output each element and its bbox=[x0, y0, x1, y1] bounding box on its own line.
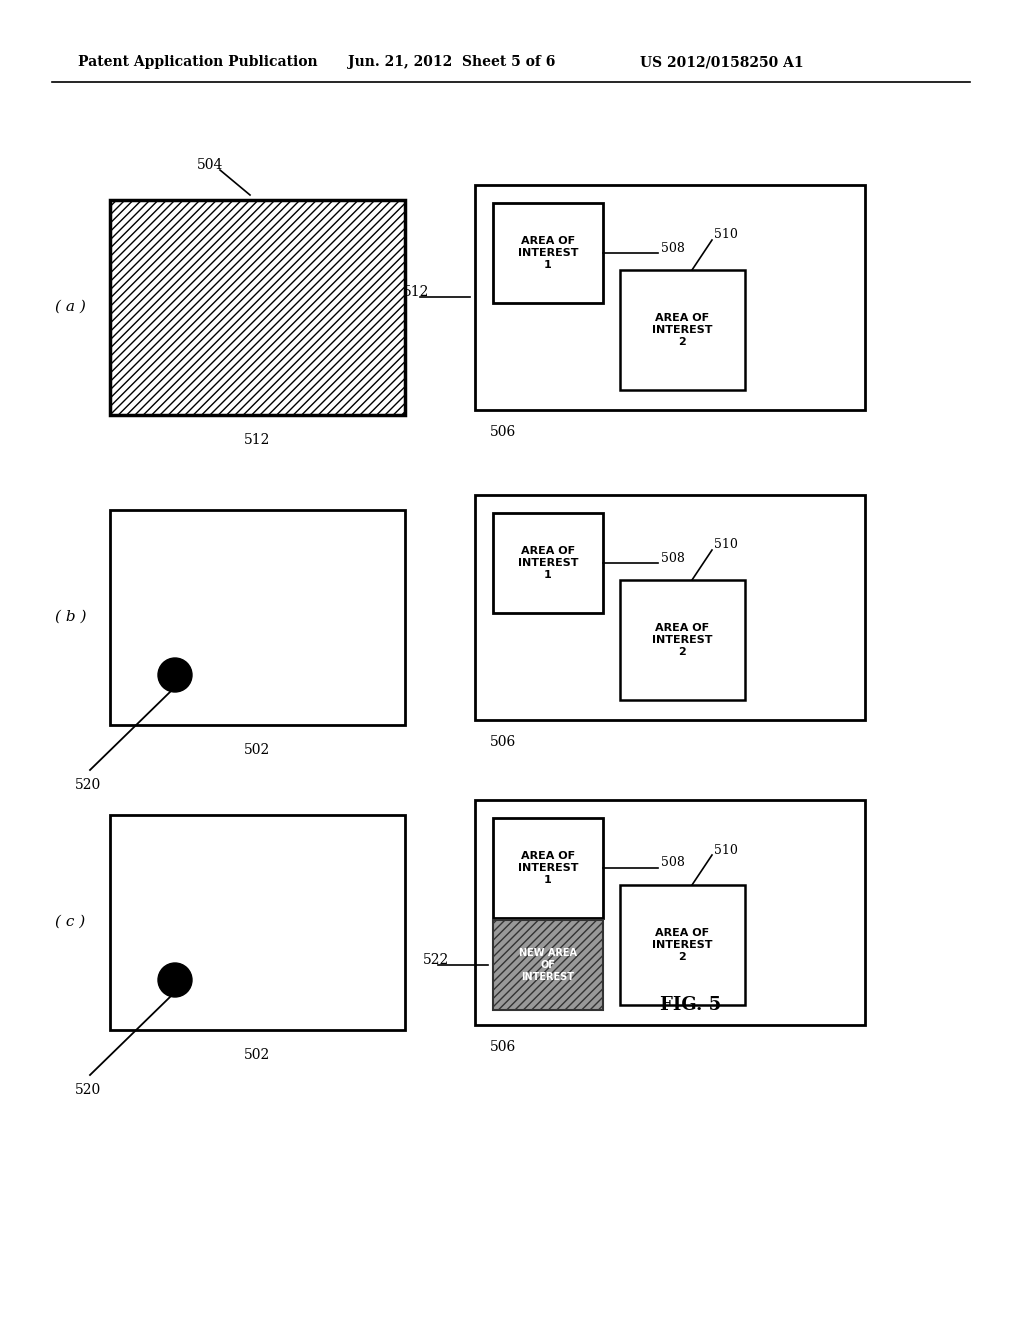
Text: 508: 508 bbox=[662, 552, 685, 565]
Text: 522: 522 bbox=[423, 953, 450, 968]
Bar bbox=[493, 203, 603, 304]
Text: 520: 520 bbox=[75, 1082, 101, 1097]
Bar bbox=[493, 920, 603, 1010]
Text: 506: 506 bbox=[490, 735, 516, 748]
Bar bbox=[620, 579, 745, 700]
Text: AREA OF
INTEREST
2: AREA OF INTEREST 2 bbox=[651, 928, 713, 961]
Bar bbox=[475, 185, 865, 411]
Circle shape bbox=[158, 657, 193, 692]
Text: 508: 508 bbox=[662, 242, 685, 255]
Text: FIG. 5: FIG. 5 bbox=[660, 997, 721, 1014]
Text: ( b ): ( b ) bbox=[55, 610, 86, 624]
Text: 506: 506 bbox=[490, 425, 516, 440]
Bar bbox=[110, 510, 406, 725]
Bar bbox=[620, 884, 745, 1005]
Text: 502: 502 bbox=[244, 1048, 270, 1063]
Text: 502: 502 bbox=[244, 743, 270, 756]
Text: 510: 510 bbox=[714, 228, 738, 242]
Text: 504: 504 bbox=[197, 158, 223, 172]
Text: 506: 506 bbox=[490, 1040, 516, 1053]
Text: NEW AREA
OF
INTEREST: NEW AREA OF INTEREST bbox=[519, 948, 577, 982]
Bar bbox=[475, 495, 865, 719]
Text: AREA OF
INTEREST
1: AREA OF INTEREST 1 bbox=[518, 546, 579, 579]
Bar bbox=[493, 818, 603, 917]
Text: 510: 510 bbox=[714, 843, 738, 857]
Text: 520: 520 bbox=[75, 777, 101, 792]
Text: AREA OF
INTEREST
2: AREA OF INTEREST 2 bbox=[651, 313, 713, 347]
Bar bbox=[475, 800, 865, 1026]
Text: US 2012/0158250 A1: US 2012/0158250 A1 bbox=[640, 55, 804, 69]
Bar bbox=[620, 271, 745, 389]
Text: AREA OF
INTEREST
1: AREA OF INTEREST 1 bbox=[518, 236, 579, 269]
Circle shape bbox=[158, 964, 193, 997]
Text: 508: 508 bbox=[662, 857, 685, 870]
Text: 512: 512 bbox=[244, 433, 270, 447]
Text: 512: 512 bbox=[403, 285, 429, 300]
Text: Patent Application Publication: Patent Application Publication bbox=[78, 55, 317, 69]
Text: AREA OF
INTEREST
1: AREA OF INTEREST 1 bbox=[518, 851, 579, 884]
Text: Jun. 21, 2012  Sheet 5 of 6: Jun. 21, 2012 Sheet 5 of 6 bbox=[348, 55, 555, 69]
Bar bbox=[110, 814, 406, 1030]
Text: 510: 510 bbox=[714, 539, 738, 552]
Text: AREA OF
INTEREST
2: AREA OF INTEREST 2 bbox=[651, 623, 713, 656]
Bar bbox=[493, 513, 603, 612]
Text: ( c ): ( c ) bbox=[55, 915, 85, 929]
Text: ( a ): ( a ) bbox=[55, 300, 86, 314]
Bar bbox=[110, 201, 406, 414]
